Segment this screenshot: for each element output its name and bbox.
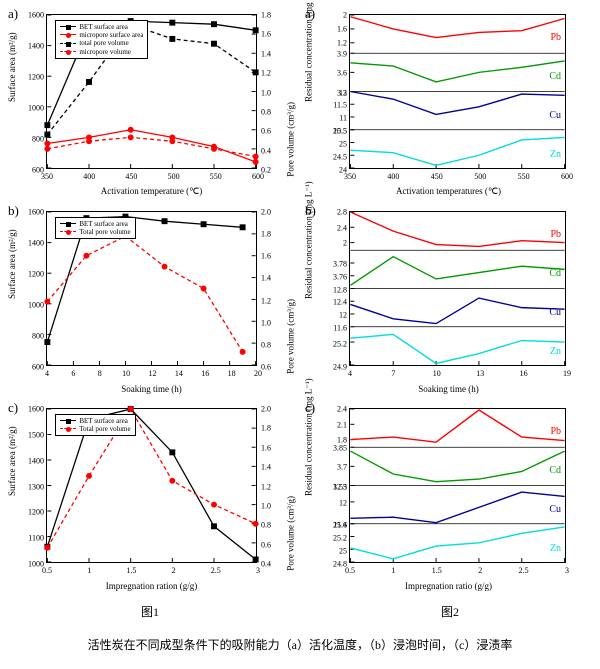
plot-area: BET surface areaTotal pore volume 468101… [46, 211, 257, 366]
caption-bottom: 活性炭在不同成型条件下的吸附能力（a）活化温度，（b）浸泡时间，（c）浸渍率 [0, 624, 600, 669]
x-axis-title: Soaking time (h) [4, 384, 299, 394]
panel-left-c: c) Surface area (m²/g) Pore volume (cm³/… [4, 398, 299, 593]
figure-grid: a) Surface area (m²/g) Pore volume (cm³/… [0, 0, 600, 597]
panel-label: b) [8, 203, 19, 219]
panel-label: a) [305, 6, 315, 22]
y-axis-title: Residual concentration (mg L⁻¹) [304, 378, 315, 496]
legend: BET surface areaTotal pore volume [55, 414, 135, 437]
chart-svg [350, 212, 565, 365]
panel-label: a) [8, 6, 18, 22]
x-axis-title: Impregnation ration (g/g) [4, 581, 299, 591]
caption-fig1: 图1 [141, 603, 159, 620]
caption-fig2: 图2 [441, 603, 459, 620]
panel-right-b: b) Residual concentration (mg L⁻¹) 47101… [301, 201, 596, 396]
panel-right-a: a) Residual concentration (mg L⁻¹) 35040… [301, 4, 596, 199]
panel-right-c: c) Residual concentration (mg L⁻¹) 0.511… [301, 398, 596, 593]
plot-area: BET surface areamicropore surface areato… [46, 14, 257, 169]
y2-axis-title: Pore volume (cm³/g) [286, 102, 296, 177]
plot-area: BET surface areaTotal pore volume 0.511.… [46, 408, 257, 563]
caption-row: 图1 图2 [0, 603, 600, 620]
x-axis-title: Activation temperatures (℃) [301, 186, 596, 197]
x-axis-title: Impregnation ratio (g/g) [301, 581, 596, 591]
y-axis-title: Residual concentration (mg L⁻¹) [304, 181, 315, 299]
plot-area: 0.511.522.531.82.12.4Pb3.553.73.85Cd11.6… [349, 408, 566, 563]
x-axis-title: Activation temperature (℃) [4, 186, 299, 197]
panel-label: c) [305, 400, 315, 416]
chart-svg [350, 409, 565, 562]
plot-area: 3504004505005506001.21.62Pb3.33.63.9Cd10… [349, 14, 566, 169]
panel-left-a: a) Surface area (m²/g) Pore volume (cm³/… [4, 4, 299, 199]
y2-axis-title: Pore volume (cm³/g) [286, 299, 296, 374]
plot-area: 471013161922.42.8Pb3.763.78Cd11.61212.41… [349, 211, 566, 366]
chart-svg [350, 15, 565, 168]
legend: BET surface areaTotal pore volume [55, 217, 135, 240]
panel-label: b) [305, 203, 316, 219]
x-axis-title: Soaking time (h) [301, 384, 596, 394]
panel-label: c) [8, 400, 18, 416]
panel-left-b: b) Surface area (m²/g) Pore volume (cm³/… [4, 201, 299, 396]
legend: BET surface areamicropore surface areato… [55, 20, 148, 60]
y2-axis-title: Pore volume (cm³/g) [286, 496, 296, 571]
